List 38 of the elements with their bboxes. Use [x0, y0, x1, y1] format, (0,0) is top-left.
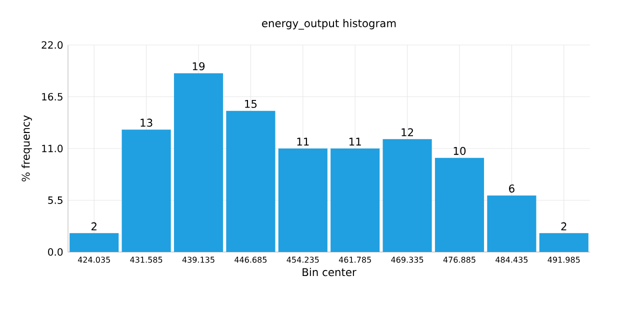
- bar: [539, 233, 588, 252]
- x-tick-label: 446.685: [234, 256, 267, 263]
- x-tick-label: 484.435: [496, 256, 528, 263]
- data-label: 10: [454, 146, 466, 155]
- y-tick-label: 5.5: [48, 196, 62, 204]
- data-label: 2: [561, 222, 566, 230]
- data-label: 19: [192, 62, 205, 70]
- x-tick-label: 454.235: [286, 256, 319, 263]
- x-tick-label: 431.585: [130, 256, 162, 263]
- y-tick-label: 22.0: [42, 41, 63, 49]
- bar: [122, 130, 171, 252]
- x-tick-label: 439.135: [182, 256, 214, 263]
- bar: [382, 139, 432, 252]
- data-label: 12: [402, 128, 413, 136]
- bar: [278, 148, 328, 252]
- data-label: 11: [349, 138, 361, 146]
- y-tick-label: 0.0: [48, 248, 63, 256]
- data-label: 11: [297, 138, 309, 146]
- x-tick-label: 469.335: [391, 256, 424, 263]
- y-tick-label: 11.0: [42, 144, 63, 152]
- bar: [487, 196, 536, 252]
- data-label: 6: [509, 184, 514, 193]
- data-label: 2: [91, 222, 96, 230]
- data-label: 13: [140, 118, 152, 127]
- x-tick-label: 476.885: [443, 256, 476, 263]
- x-tick-label: 461.785: [338, 256, 371, 263]
- y-axis-title: % frequency: [22, 115, 32, 182]
- x-tick-label: 491.985: [548, 256, 580, 263]
- bar: [330, 148, 380, 252]
- y-tick-label: 16.5: [42, 92, 62, 101]
- bar: [70, 233, 119, 252]
- data-label: 15: [245, 100, 257, 108]
- bar: [174, 73, 224, 252]
- bar: [434, 158, 484, 252]
- chart-title: energy_output histogram: [262, 19, 396, 30]
- x-axis-title: Bin center: [302, 268, 356, 276]
- x-tick-label: 424.035: [78, 256, 110, 263]
- bar: [226, 110, 276, 252]
